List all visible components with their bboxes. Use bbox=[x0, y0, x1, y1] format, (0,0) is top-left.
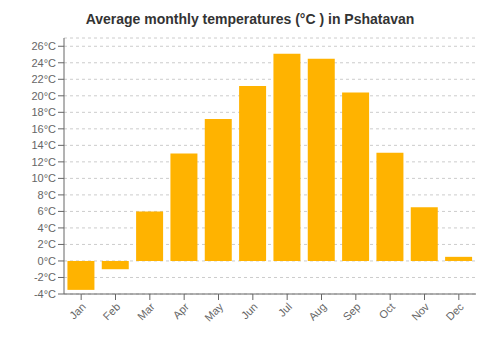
svg-text:Sep: Sep bbox=[340, 300, 362, 322]
svg-text:8°C: 8°C bbox=[38, 189, 57, 201]
svg-text:2°C: 2°C bbox=[38, 238, 57, 250]
svg-text:Dec: Dec bbox=[443, 300, 466, 323]
svg-text:6°C: 6°C bbox=[38, 205, 57, 217]
svg-text:22°C: 22°C bbox=[31, 73, 56, 85]
svg-text:-2°C: -2°C bbox=[34, 271, 56, 283]
svg-text:Mar: Mar bbox=[135, 300, 157, 322]
html-text:Average monthly temperatures (: Average monthly temperatures (°C ) in Ps… bbox=[85, 11, 415, 27]
svg-text:20°C: 20°C bbox=[31, 90, 56, 102]
svg-text:May: May bbox=[202, 300, 226, 324]
svg-text:26°C: 26°C bbox=[31, 40, 56, 52]
svg-text:Feb: Feb bbox=[101, 300, 123, 322]
svg-text:18°C: 18°C bbox=[31, 106, 56, 118]
svg-text:12°C: 12°C bbox=[31, 156, 56, 168]
svg-text:Oct: Oct bbox=[377, 300, 398, 321]
svg-text:0°C: 0°C bbox=[38, 255, 57, 267]
svg-text:Jul: Jul bbox=[276, 300, 294, 318]
svg-text:Apr: Apr bbox=[171, 300, 192, 321]
svg-text:14°C: 14°C bbox=[31, 139, 56, 151]
svg-text:Jun: Jun bbox=[239, 300, 260, 321]
svg-text:Nov: Nov bbox=[409, 300, 432, 323]
svg-text:-4°C: -4°C bbox=[34, 288, 56, 300]
svg-text:Jan: Jan bbox=[67, 300, 88, 321]
svg-text:24°C: 24°C bbox=[31, 57, 56, 69]
svg-text:10°C: 10°C bbox=[31, 172, 56, 184]
svg-text:Aug: Aug bbox=[306, 300, 328, 322]
svg-text:16°C: 16°C bbox=[31, 123, 56, 135]
svg-text:4°C: 4°C bbox=[38, 222, 57, 234]
